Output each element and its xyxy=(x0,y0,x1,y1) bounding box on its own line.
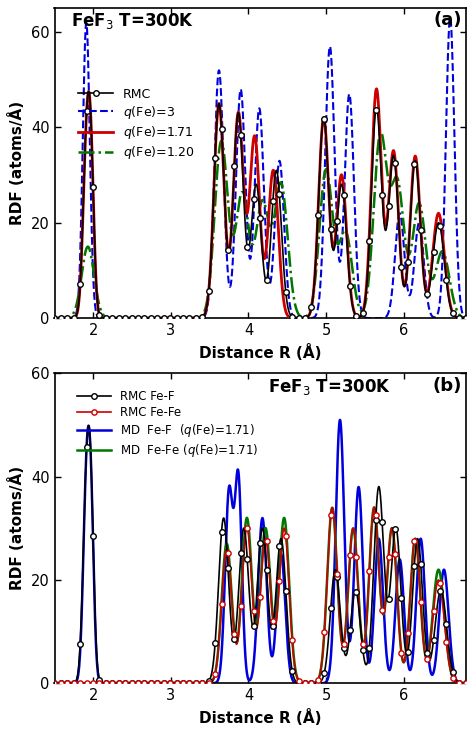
Y-axis label: RDF (atoms/Å): RDF (atoms/Å) xyxy=(9,466,25,590)
Legend: RMC Fe-F, RMC Fe-Fe, MD  Fe-F  ($q$(Fe)=1.71), MD  Fe-Fe ($q$(Fe)=1.71): RMC Fe-F, RMC Fe-Fe, MD Fe-F ($q$(Fe)=1.… xyxy=(73,385,263,464)
Legend: RMC, $q$(Fe)=3, $q$(Fe)=1.71, $q$(Fe)=1.20: RMC, $q$(Fe)=3, $q$(Fe)=1.71, $q$(Fe)=1.… xyxy=(73,83,200,166)
Text: (a): (a) xyxy=(433,12,462,29)
Text: (b): (b) xyxy=(432,377,462,395)
X-axis label: Distance R (Å): Distance R (Å) xyxy=(199,344,321,360)
Text: FeF$_3$ T=300K: FeF$_3$ T=300K xyxy=(268,377,392,396)
X-axis label: Distance R (Å): Distance R (Å) xyxy=(199,708,321,726)
Text: FeF$_3$ T=300K: FeF$_3$ T=300K xyxy=(71,12,194,32)
Y-axis label: RDF (atoms/Å): RDF (atoms/Å) xyxy=(9,101,25,225)
